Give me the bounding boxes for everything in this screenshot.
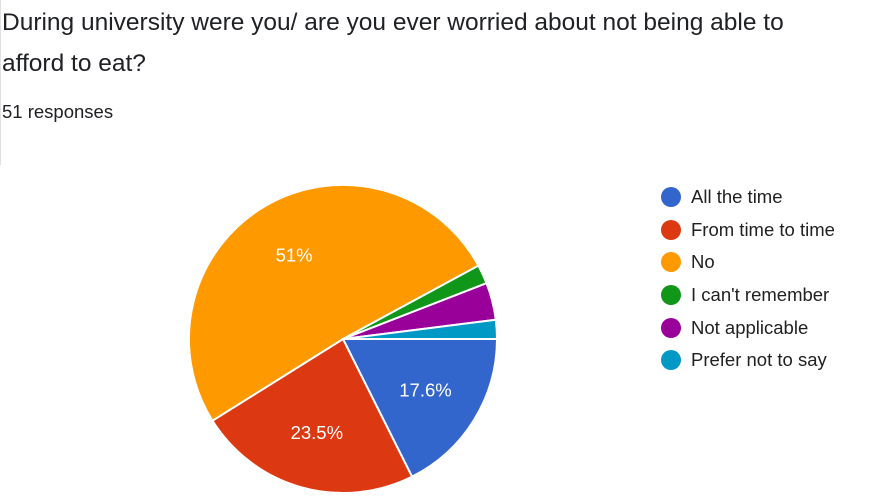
legend-swatch-not-applicable (661, 317, 681, 338)
legend-label-from-time-to-time: From time to time (691, 218, 835, 240)
legend-item-prefer-not-to-say: Prefer not to say (661, 344, 835, 377)
legend-swatch-no (661, 252, 681, 273)
legend-swatch-all-the-time (661, 187, 681, 208)
pie-slice-all-the-time (342, 338, 498, 478)
legend-label-all-the-time: All the time (691, 186, 783, 208)
pie-label-from-time-to-time: 23.5% (291, 422, 343, 443)
legend-item-from-time-to-time: From time to time (661, 214, 835, 247)
pie-label-no: 51% (276, 245, 313, 266)
legend-swatch-prefer-not-to-say (661, 350, 681, 371)
pie-chart: 17.6% 23.5% 51% (188, 183, 499, 494)
legend-swatch-from-time-to-time (661, 219, 681, 240)
question-title-line-2: afford to eat? (2, 50, 146, 77)
legend-label-i-can-t-remember: I can't remember (691, 284, 830, 306)
pie-slice-no (188, 183, 480, 422)
legend-swatch-i-can-t-remember (661, 285, 681, 306)
legend-item-no: No (661, 246, 835, 279)
chart-legend: All the time From time to time No I can't r… (661, 181, 835, 377)
left-border (0, 0, 1, 165)
response-count: 51 responses (2, 101, 114, 122)
legend-item-i-can-t-remember: I can't remember (661, 279, 835, 312)
legend-label-not-applicable: Not applicable (691, 316, 809, 338)
question-title-line-1: During university were you/ are you ever… (2, 9, 784, 36)
question-title: During university were you/ are you ever… (2, 2, 894, 84)
legend-label-prefer-not-to-say: Prefer not to say (691, 349, 827, 371)
pie-label-all-the-time: 17.6% (399, 379, 451, 400)
pie-slice-prefer-not-to-say (342, 318, 499, 340)
legend-item-all-the-time: All the time (661, 181, 835, 214)
legend-item-not-applicable: Not applicable (661, 311, 835, 344)
pie-slice-from-time-to-time (211, 338, 414, 494)
legend-label-no: No (691, 251, 715, 273)
